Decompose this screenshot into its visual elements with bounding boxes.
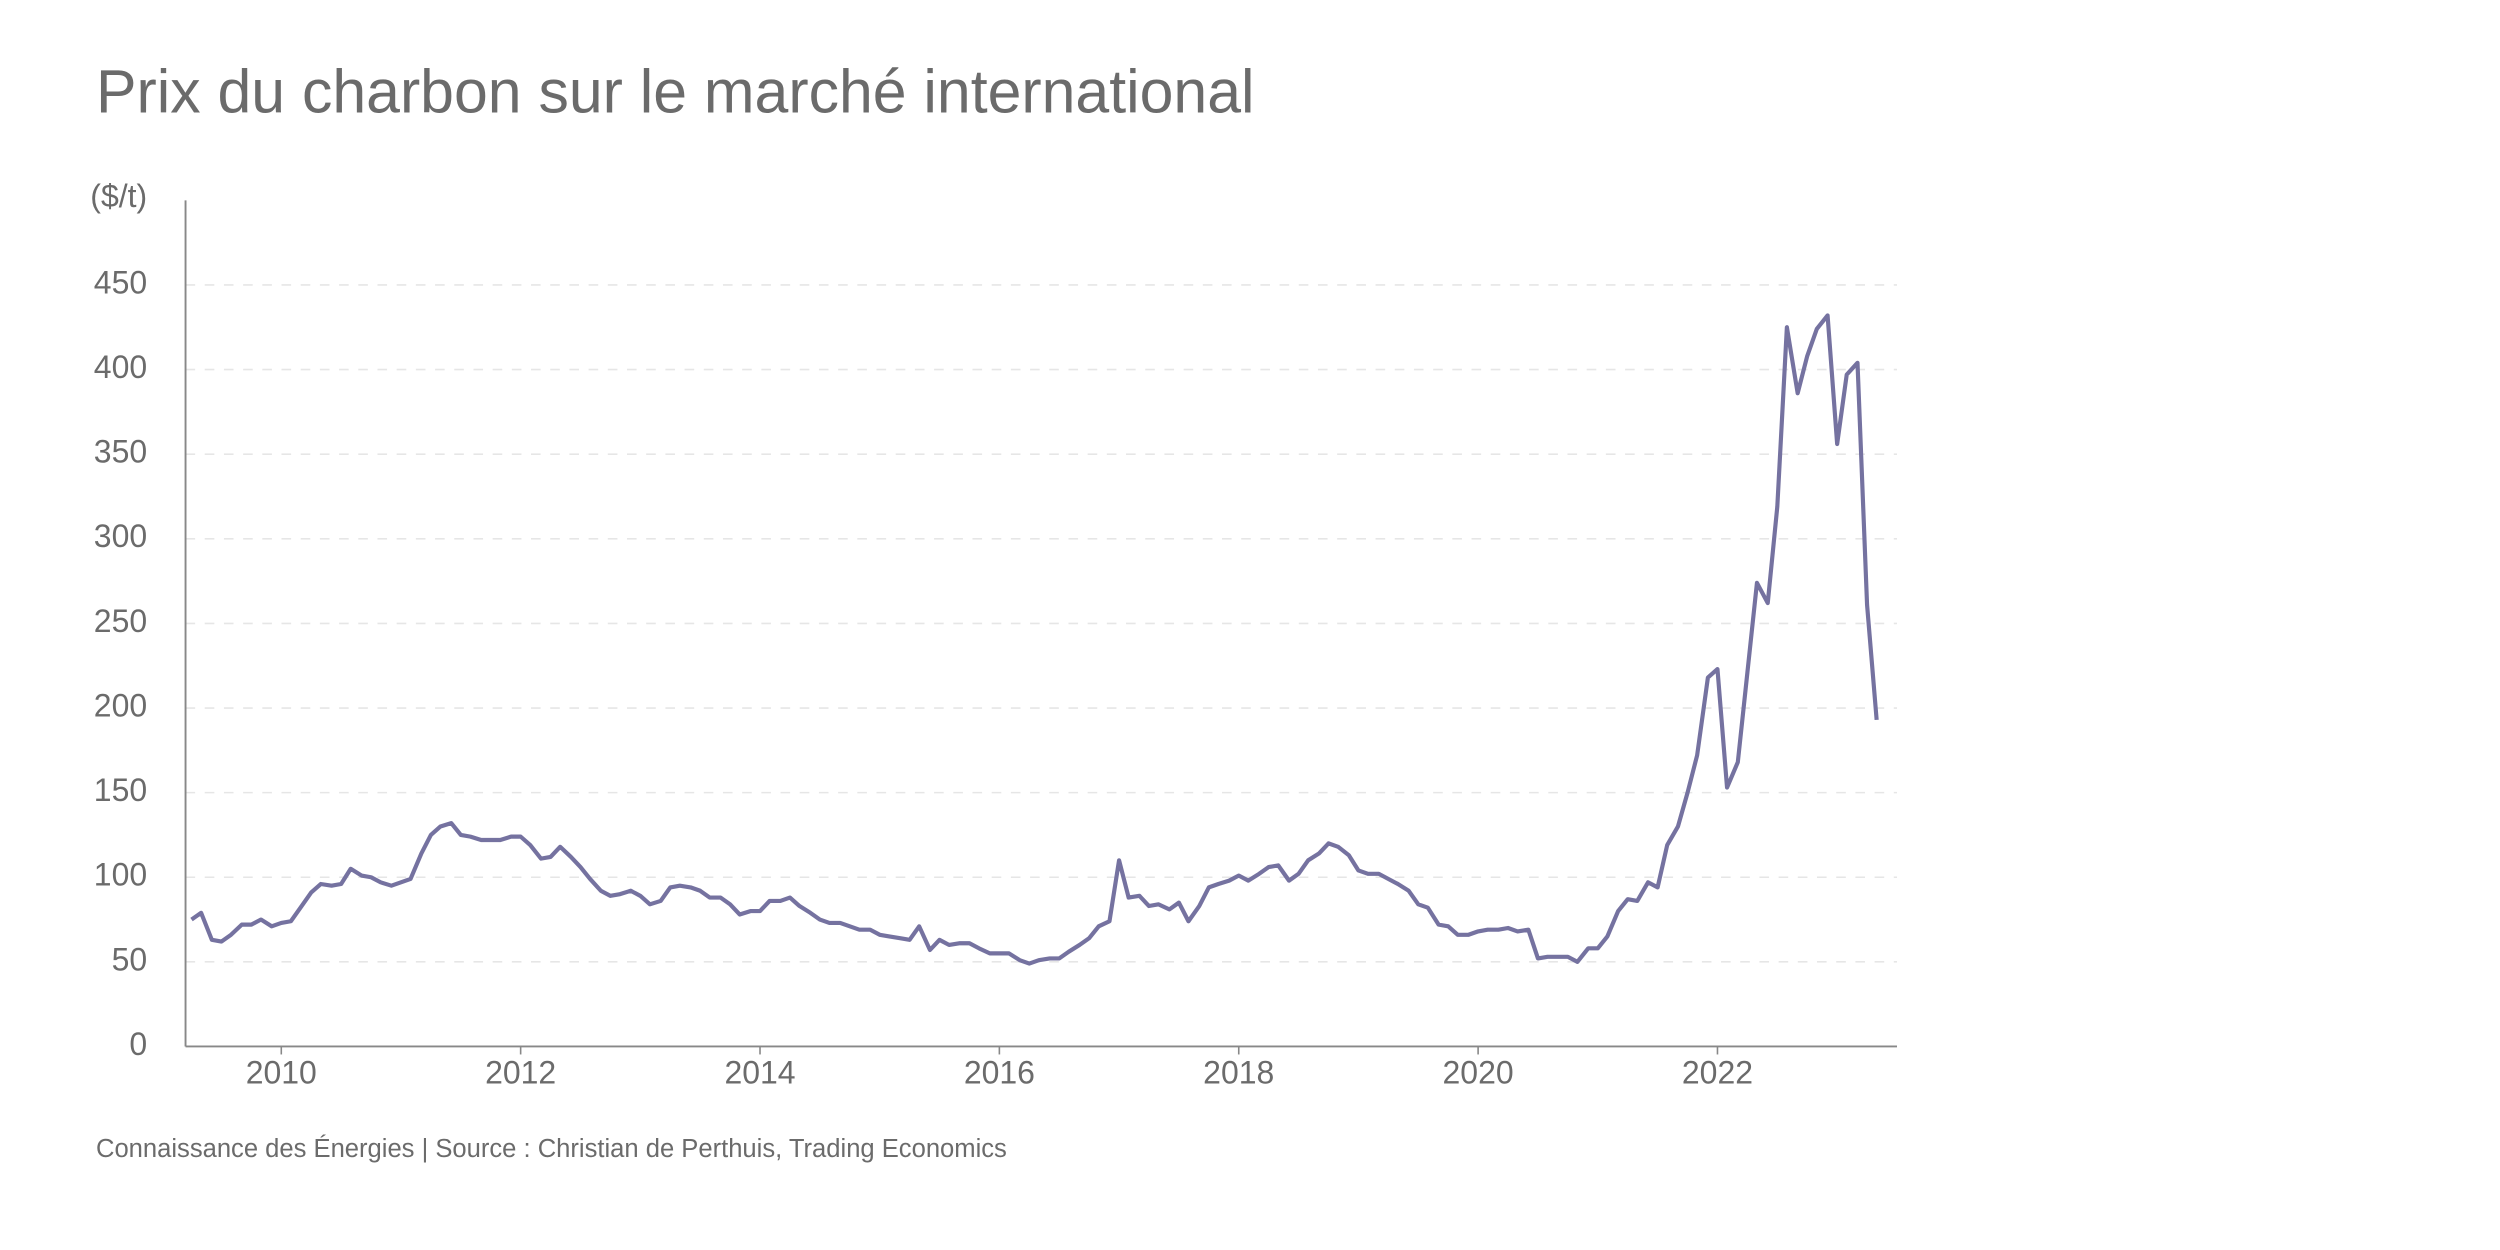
- y-tick-label: 0: [129, 1026, 147, 1062]
- x-tick-label: 2016: [964, 1055, 1035, 1091]
- y-tick-label: 350: [94, 434, 147, 470]
- y-tick-label: 100: [94, 857, 147, 893]
- y-tick-label: 150: [94, 772, 147, 808]
- y-tick-label: 200: [94, 687, 147, 723]
- y-tick-label: 450: [94, 264, 147, 300]
- x-tick-label: 2020: [1443, 1055, 1514, 1091]
- y-tick-label: 250: [94, 603, 147, 639]
- y-tick-label: 400: [94, 349, 147, 385]
- x-tick-label: 2012: [485, 1055, 556, 1091]
- y-tick-label: 300: [94, 518, 147, 554]
- x-tick-label: 2010: [246, 1055, 317, 1091]
- source-note: Connaissance des Énergies | Source : Chr…: [96, 1134, 1007, 1163]
- x-tick-label: 2018: [1203, 1055, 1274, 1091]
- y-axis-label: ($/t): [90, 178, 147, 214]
- y-tick-label: 50: [112, 941, 148, 977]
- chart-title: Prix du charbon sur le marché internatio…: [96, 57, 1255, 125]
- x-tick-label: 2014: [724, 1055, 795, 1091]
- data-line: [190, 313, 1879, 966]
- x-tick-label: 2022: [1682, 1055, 1753, 1091]
